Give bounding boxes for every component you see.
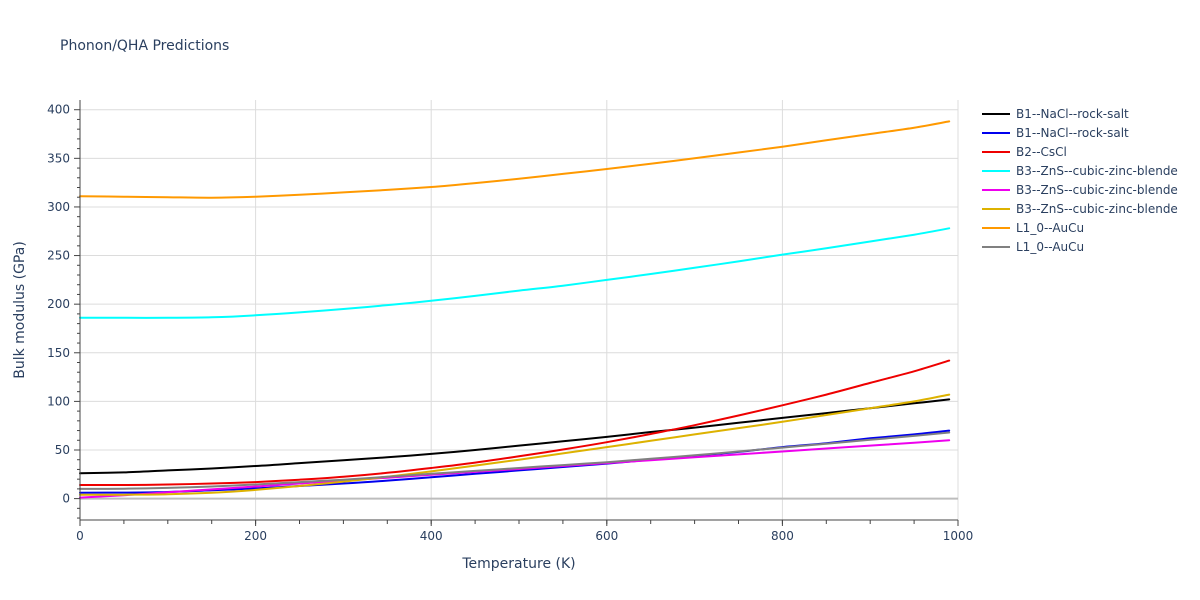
legend-label-2[interactable]: B1--NaCl--rock-salt bbox=[1016, 126, 1129, 140]
y-tick-label: 300 bbox=[47, 200, 70, 214]
legend-label-4[interactable]: B3--ZnS--cubic-zinc-blende bbox=[1016, 164, 1178, 178]
legend-label-6[interactable]: B3--ZnS--cubic-zinc-blende bbox=[1016, 202, 1178, 216]
y-axis-title: Bulk modulus (GPa) bbox=[12, 241, 28, 379]
legend: B1--NaCl--rock-salt B1--NaCl--rock-salt B2… bbox=[982, 107, 1178, 254]
y-tick-label: 400 bbox=[47, 103, 70, 117]
y-tick-label: 100 bbox=[47, 394, 70, 408]
x-axis-title: Temperature (K) bbox=[461, 556, 575, 572]
series-line-4 bbox=[79, 227, 951, 319]
series-line-3 bbox=[79, 359, 951, 487]
legend-label-7[interactable]: L1_0--AuCu bbox=[1016, 221, 1084, 235]
series-line-8 bbox=[79, 431, 951, 490]
y-tick-label: 200 bbox=[47, 297, 70, 311]
x-tick-label: 1000 bbox=[943, 529, 974, 543]
chart-title: Phonon/QHA Predictions bbox=[60, 38, 229, 54]
legend-label-1[interactable]: B1--NaCl--rock-salt bbox=[1016, 107, 1129, 121]
y-tick-label: 250 bbox=[47, 249, 70, 263]
axis-layer: 0 200 400 600 800 1000 0 50 100 150 200 250 300 350 40… bbox=[47, 100, 973, 543]
legend-label-8[interactable]: L1_0--AuCu bbox=[1016, 240, 1084, 254]
grid-layer bbox=[80, 100, 959, 520]
x-tick-label: 800 bbox=[771, 529, 794, 543]
y-tick-label: 150 bbox=[47, 346, 70, 360]
x-tick-label: 400 bbox=[420, 529, 443, 543]
series-line-7 bbox=[79, 120, 951, 199]
y-tick-label: 0 bbox=[62, 492, 70, 506]
series-layer bbox=[79, 120, 951, 499]
x-tick-label: 600 bbox=[595, 529, 618, 543]
series-line-6 bbox=[79, 393, 951, 496]
series-line-1 bbox=[79, 398, 951, 475]
x-tick-label: 0 bbox=[76, 529, 84, 543]
legend-label-5[interactable]: B3--ZnS--cubic-zinc-blende bbox=[1016, 183, 1178, 197]
y-tick-label: 50 bbox=[55, 443, 70, 457]
x-tick-label: 200 bbox=[244, 529, 267, 543]
y-tick-label: 350 bbox=[47, 151, 70, 165]
legend-label-3[interactable]: B2--CsCl bbox=[1016, 145, 1067, 159]
